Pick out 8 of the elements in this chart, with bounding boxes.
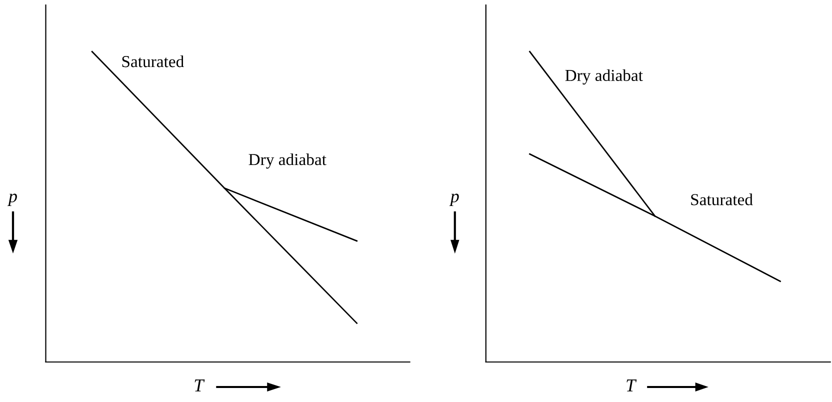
series-label: Saturated (691, 194, 753, 206)
series-label: Dry adiabat (565, 69, 643, 84)
y-axis-title: p (449, 194, 459, 206)
x-axis-title: T (194, 380, 205, 392)
x-axis-title: T (626, 380, 637, 392)
series-label: Saturated (122, 55, 184, 68)
series-label: Dry adiabat (248, 153, 326, 169)
y-axis-title: p (7, 194, 17, 206)
